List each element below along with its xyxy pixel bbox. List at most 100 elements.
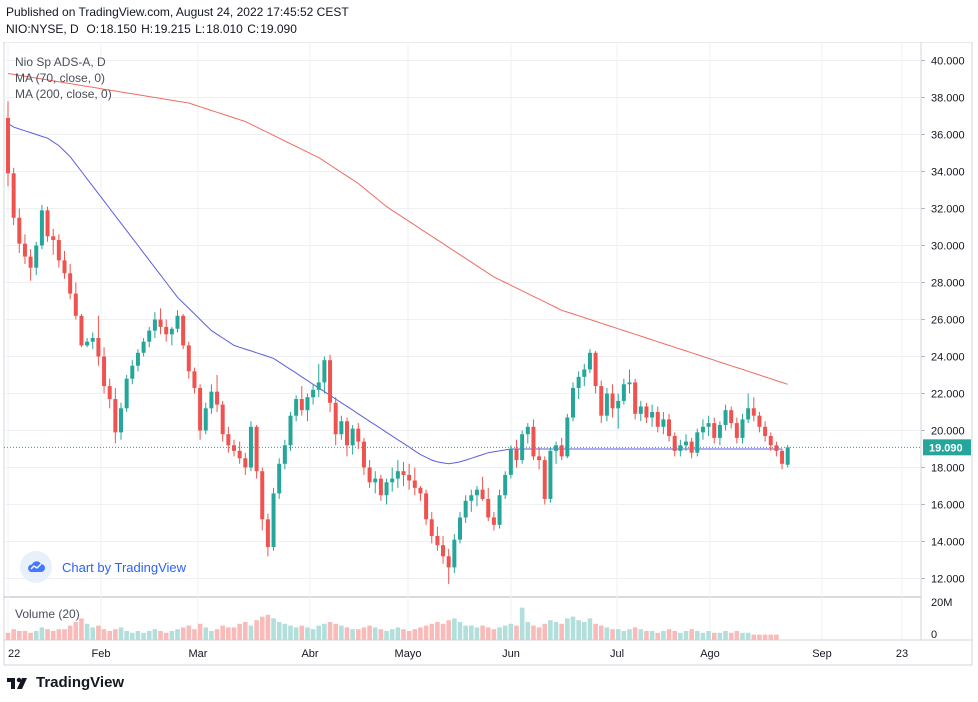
candle-body <box>571 387 575 418</box>
candle-body <box>712 423 717 438</box>
volume-bar <box>73 622 79 640</box>
volume-bar <box>50 631 56 640</box>
volume-bar <box>124 631 129 640</box>
candle-body <box>582 369 587 377</box>
candle-body <box>333 402 338 435</box>
candle-body <box>463 500 468 518</box>
candle-body <box>610 393 615 409</box>
volume-bar <box>429 623 435 640</box>
candle-body <box>215 391 220 405</box>
candle-body <box>28 256 33 268</box>
footer-logo[interactable]: TradingView <box>6 674 124 691</box>
candle-body <box>169 328 174 335</box>
candle-body <box>311 389 316 398</box>
volume-bar <box>220 625 225 640</box>
volume-bar <box>423 625 429 640</box>
candle-body <box>774 445 779 451</box>
volume-axis-label: 20M <box>931 597 952 609</box>
candle-body <box>181 315 186 346</box>
candle-body <box>316 382 321 390</box>
candle-body <box>751 408 756 416</box>
volume-bar <box>666 629 672 640</box>
high-value: 19.215 <box>154 22 191 36</box>
candle-body <box>412 480 417 488</box>
y-tick-label: 28.000 <box>931 278 965 290</box>
candle-body <box>729 410 734 424</box>
volume-bar <box>11 629 16 640</box>
y-tick-label: 22.000 <box>931 389 965 401</box>
candle-body <box>757 415 762 427</box>
candle-body <box>525 426 530 435</box>
candle-body <box>373 478 378 483</box>
volume-bar <box>728 632 734 640</box>
chart-watermark[interactable]: Chart by TradingView <box>20 551 186 583</box>
volume-bar <box>33 631 39 640</box>
candle-body <box>537 456 542 461</box>
candle-body <box>542 460 547 499</box>
candle-body <box>367 467 372 483</box>
candle-body <box>746 408 751 420</box>
volume-bar <box>271 618 276 640</box>
candle-body <box>299 399 304 411</box>
volume-bar <box>265 614 271 640</box>
volume-bar <box>604 627 610 640</box>
candle-body <box>480 489 485 499</box>
volume-bar <box>367 625 372 640</box>
candle-body <box>288 415 293 446</box>
candle-body <box>73 293 78 316</box>
candle-body <box>554 445 559 451</box>
volume-bar <box>276 622 282 640</box>
volume-bar <box>649 631 655 640</box>
candle-body <box>124 378 129 409</box>
candle-body <box>96 338 101 357</box>
candle-body <box>378 478 383 496</box>
candle-body <box>497 495 502 525</box>
volume-bar <box>536 627 542 640</box>
volume-bar <box>28 632 33 640</box>
volume-bar <box>192 629 197 640</box>
candle-body <box>152 319 157 331</box>
legend-ma200: MA (200, close, 0) <box>15 87 112 101</box>
y-tick-label: 32.000 <box>931 204 965 216</box>
volume-bar <box>745 632 751 640</box>
volume-bar <box>463 625 468 640</box>
volume-bar <box>565 618 570 640</box>
candle-body <box>119 408 123 433</box>
candle-body <box>576 376 581 388</box>
volume-bar <box>418 627 423 640</box>
candle-body <box>508 449 513 475</box>
candle-body <box>254 426 259 472</box>
volume-bar <box>356 629 361 640</box>
volume-bar <box>683 631 689 640</box>
candle-body <box>328 360 333 403</box>
volume-bar <box>621 631 627 640</box>
volume-bar <box>378 629 384 640</box>
candle-body <box>345 421 349 446</box>
candle-body <box>650 412 655 418</box>
candle-body <box>339 421 344 435</box>
published-caption: Published on TradingView.com, August 24,… <box>6 5 349 19</box>
volume-bar <box>203 627 209 640</box>
price-chart[interactable]: 22 Feb Mar Abr Mayo Jun Jul Ago Sep 23 40.000 38.00… <box>0 42 978 668</box>
candle-body <box>186 345 191 372</box>
plot-area <box>3 42 922 641</box>
volume-bar <box>519 607 525 640</box>
candle-body <box>785 447 790 465</box>
high-label: H: <box>141 22 154 36</box>
volume-bar <box>259 616 265 640</box>
price-axis <box>920 42 973 641</box>
y-tick-label: 36.000 <box>931 130 965 142</box>
candle-body <box>226 434 231 446</box>
volume-bar <box>101 629 107 640</box>
volume-bar <box>39 627 45 640</box>
volume-bar <box>514 625 519 640</box>
volume-bar <box>231 627 237 640</box>
candle-body <box>407 474 412 481</box>
candle-body <box>350 428 355 446</box>
candle-body <box>627 382 632 385</box>
y-tick-label: 26.000 <box>931 315 965 327</box>
volume-bar <box>197 623 203 640</box>
volume-bar <box>700 632 706 640</box>
volume-bar <box>485 627 491 640</box>
top-bar: Published on TradingView.com, August 24,… <box>0 0 978 40</box>
